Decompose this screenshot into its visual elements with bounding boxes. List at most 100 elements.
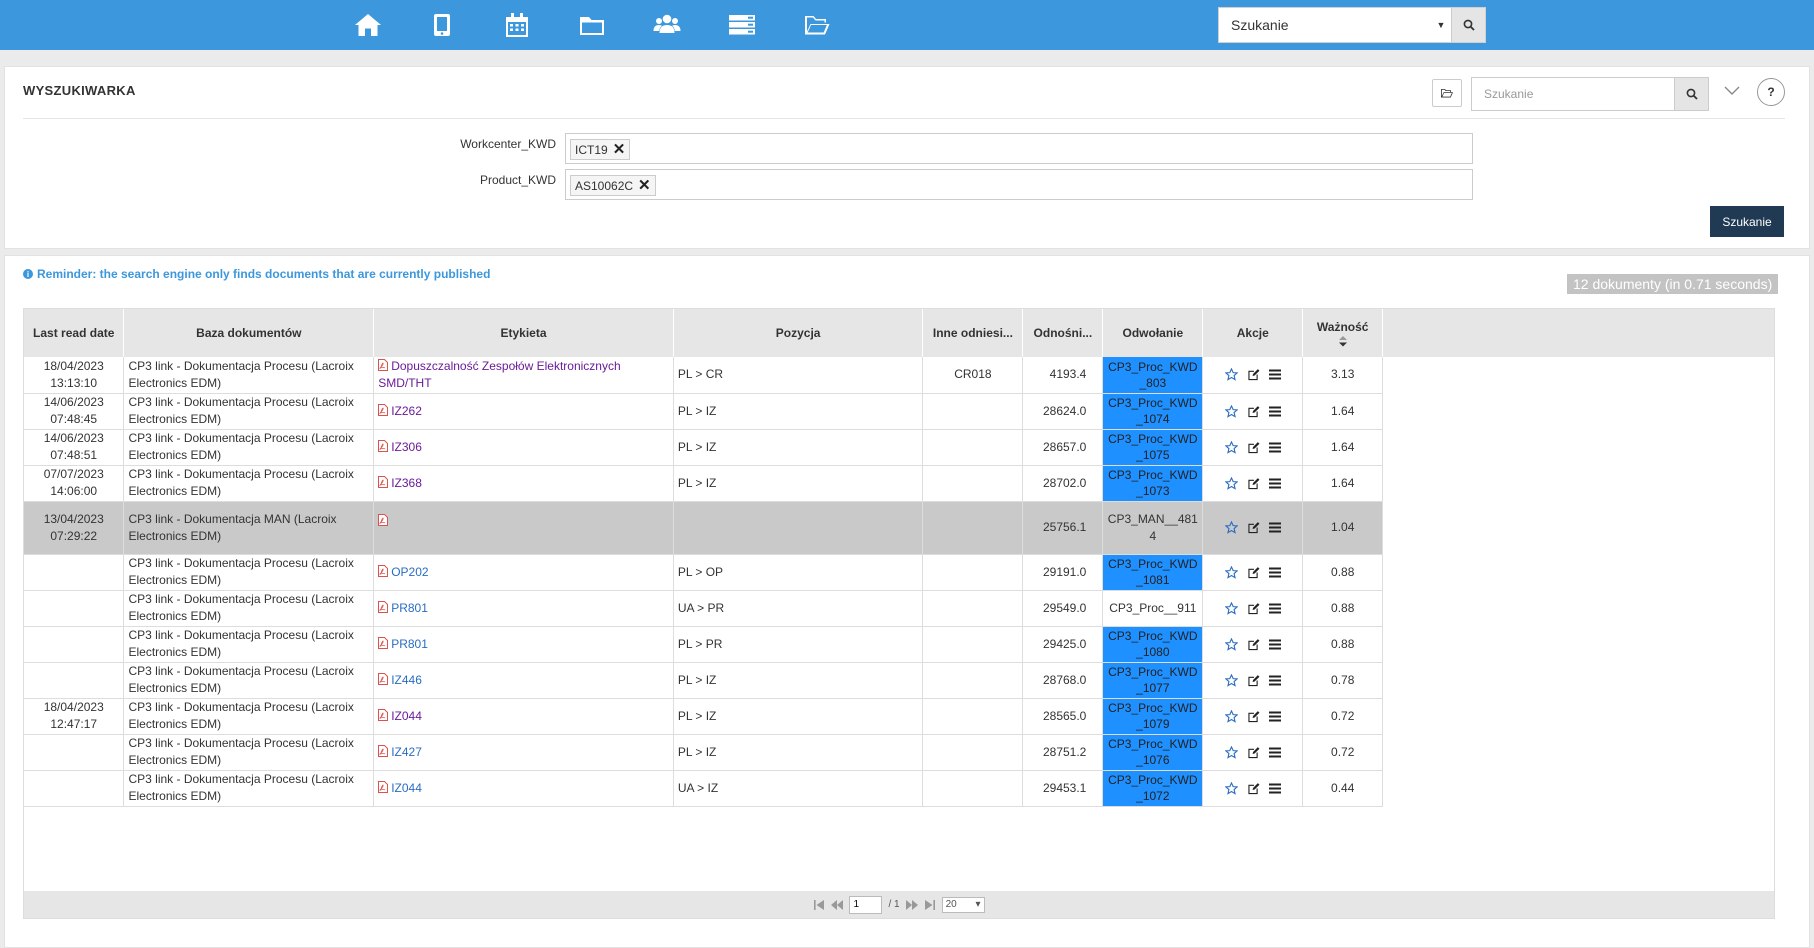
document-link[interactable]: OP202 [391, 564, 429, 579]
chevron-down-icon[interactable] [1720, 79, 1744, 103]
star-icon[interactable] [1224, 709, 1238, 723]
users-icon[interactable] [652, 10, 682, 40]
open-folder-button[interactable] [1432, 79, 1462, 107]
table-row[interactable]: CP3 link - Dokumentacja Procesu (Lacroix… [24, 626, 1774, 663]
edit-icon[interactable] [1247, 566, 1260, 579]
edit-icon[interactable] [1247, 477, 1260, 490]
star-icon[interactable] [1224, 637, 1238, 651]
edit-icon[interactable] [1247, 638, 1260, 651]
edit-icon[interactable] [1247, 710, 1260, 723]
menu-icon[interactable] [1268, 442, 1281, 453]
document-link[interactable]: IZ427 [391, 744, 422, 759]
table-row[interactable]: CP3 link - Dokumentacja Procesu (Lacroix… [24, 554, 1774, 591]
document-link[interactable]: IZ446 [391, 672, 422, 687]
star-icon[interactable] [1224, 404, 1238, 418]
edit-icon[interactable] [1247, 782, 1260, 795]
home-icon[interactable] [353, 10, 383, 40]
actions-cell [1202, 554, 1304, 591]
star-icon[interactable] [1224, 368, 1238, 382]
menu-icon[interactable] [1268, 747, 1281, 758]
star-icon[interactable] [1224, 673, 1238, 687]
menu-icon[interactable] [1268, 783, 1281, 794]
table-row[interactable]: 18/04/2023 12:47:17 CP3 link - Dokumentacj… [24, 698, 1774, 735]
document-link[interactable]: IZ262 [391, 403, 422, 418]
table-row[interactable]: CP3 link - Dokumentacja Procesu (Lacroix… [24, 662, 1774, 699]
workcenter-field[interactable]: ICT19 ✕ [565, 133, 1473, 164]
page-number-input[interactable] [849, 895, 883, 914]
edit-icon[interactable] [1247, 521, 1260, 534]
menu-icon[interactable] [1268, 711, 1281, 722]
remove-tag-icon[interactable]: ✕ [638, 177, 651, 194]
edit-icon[interactable] [1247, 746, 1260, 759]
star-icon[interactable] [1224, 476, 1238, 490]
sort-icon[interactable] [1338, 335, 1347, 347]
document-link[interactable]: IZ368 [391, 475, 422, 490]
product-field[interactable]: AS10062C ✕ [565, 169, 1473, 200]
menu-icon[interactable] [1268, 406, 1281, 417]
menu-icon[interactable] [1268, 567, 1281, 578]
star-icon[interactable] [1224, 521, 1238, 534]
column-header-reference[interactable]: Odwołanie [1102, 309, 1204, 357]
table-row[interactable]: CP3 link - Dokumentacja Procesu (Lacroix… [24, 770, 1774, 807]
help-button[interactable]: ? [1757, 78, 1785, 106]
global-search-button[interactable] [1451, 8, 1485, 42]
star-icon[interactable] [1224, 440, 1238, 454]
edit-icon[interactable] [1247, 602, 1260, 615]
column-header-base[interactable]: Baza dokumentów [123, 309, 375, 357]
relevance-cell: 0.88 [1302, 590, 1384, 627]
edit-icon[interactable] [1247, 368, 1260, 381]
column-header-other-ref[interactable]: Inne odniesi... [922, 309, 1024, 357]
document-link[interactable]: IZ306 [391, 439, 422, 454]
next-page-icon[interactable] [905, 899, 918, 911]
column-header-last-read[interactable]: Last read date [24, 309, 125, 357]
tablet-icon[interactable] [427, 10, 457, 40]
document-link[interactable]: PR801 [391, 600, 428, 615]
document-link[interactable]: Dopuszczalność Zespołów Elektronicznych … [378, 358, 621, 390]
column-header-relevance[interactable]: Ważność [1302, 309, 1384, 357]
actions-cell [1202, 501, 1304, 555]
menu-icon[interactable] [1268, 603, 1281, 614]
workcenter-label: Workcenter_KWD [460, 137, 556, 151]
panel-search-button[interactable] [1674, 78, 1708, 110]
position-cell: UA > PR [673, 590, 924, 627]
menu-icon[interactable] [1268, 522, 1281, 533]
star-icon[interactable] [1224, 781, 1238, 795]
column-header-position[interactable]: Pozycja [673, 309, 924, 357]
table-row[interactable]: CP3 link - Dokumentacja Procesu (Lacroix… [24, 734, 1774, 771]
star-icon[interactable] [1224, 745, 1238, 759]
page-size-select[interactable]: 20 ▾ [941, 896, 985, 913]
pdf-icon [378, 708, 389, 721]
folder-open-icon[interactable] [802, 10, 832, 40]
calendar-icon[interactable] [502, 10, 532, 40]
folder-icon[interactable] [577, 10, 607, 40]
panel-search-input[interactable]: Szukanie [1471, 77, 1709, 111]
menu-icon[interactable] [1268, 478, 1281, 489]
column-header-label[interactable]: Etykieta [373, 309, 674, 357]
table-row[interactable]: 18/04/2023 13:13:10 CP3 link - Dokumentacj… [24, 357, 1774, 394]
document-link[interactable]: IZ044 [391, 780, 422, 795]
server-icon[interactable] [727, 10, 757, 40]
edit-icon[interactable] [1247, 405, 1260, 418]
menu-icon[interactable] [1268, 369, 1281, 380]
table-row[interactable]: CP3 link - Dokumentacja Procesu (Lacroix… [24, 590, 1774, 627]
last-page-icon[interactable] [924, 899, 936, 911]
menu-icon[interactable] [1268, 639, 1281, 650]
column-header-ref[interactable]: Odnośni... [1022, 309, 1104, 357]
relevance-cell: 0.78 [1302, 662, 1384, 699]
document-link[interactable]: IZ044 [391, 708, 422, 723]
table-row[interactable]: 13/04/2023 07:29:22 CP3 link - Dokumentacj… [24, 501, 1774, 555]
edit-icon[interactable] [1247, 674, 1260, 687]
global-search-select[interactable]: Szukanie ▼ [1218, 7, 1486, 43]
star-icon[interactable] [1224, 601, 1238, 615]
first-page-icon[interactable] [813, 899, 825, 911]
prev-page-icon[interactable] [831, 899, 844, 911]
table-row[interactable]: 07/07/2023 14:06:00 CP3 link - Dokumentacj… [24, 465, 1774, 502]
menu-icon[interactable] [1268, 675, 1281, 686]
edit-icon[interactable] [1247, 441, 1260, 454]
document-link[interactable]: PR801 [391, 636, 428, 651]
remove-tag-icon[interactable]: ✕ [612, 141, 626, 158]
search-submit-button[interactable]: Szukanie [1710, 206, 1784, 237]
star-icon[interactable] [1224, 565, 1238, 579]
table-row[interactable]: 14/06/2023 07:48:51 CP3 link - Dokumentacj… [24, 429, 1774, 466]
table-row[interactable]: 14/06/2023 07:48:45 CP3 link - Dokumentacj… [24, 393, 1774, 430]
